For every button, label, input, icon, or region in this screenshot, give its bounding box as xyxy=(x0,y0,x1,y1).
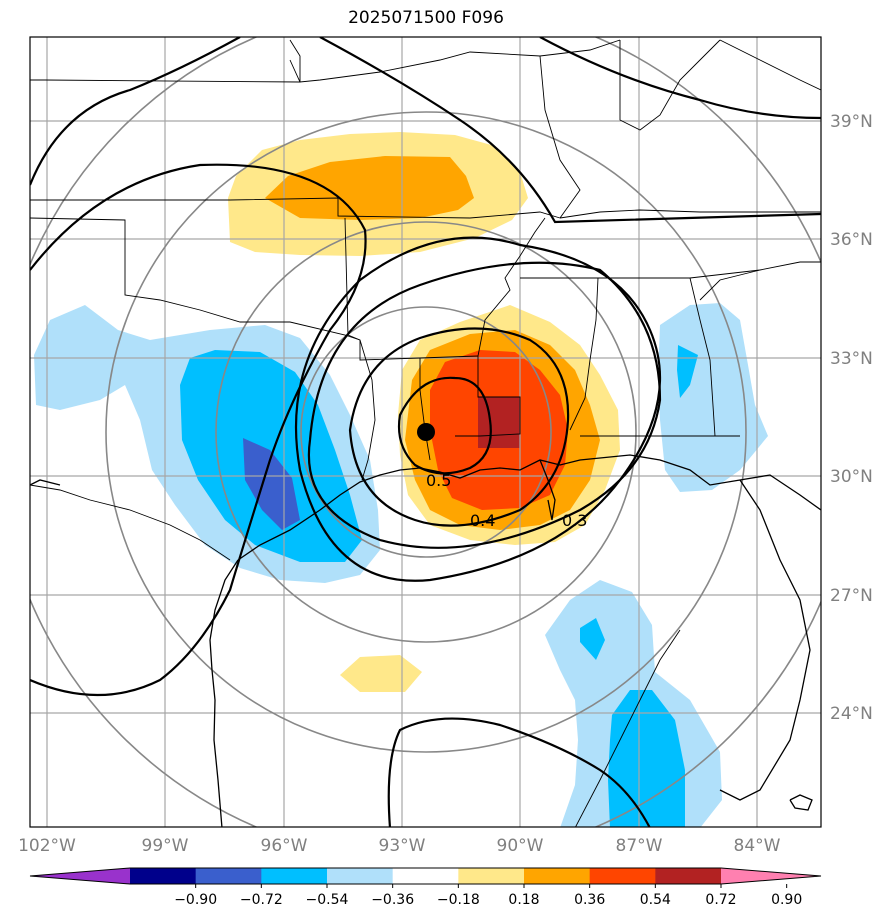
lon-label-90w: 90°W xyxy=(497,836,544,856)
colorbar-tick-label: 0.90 xyxy=(771,892,802,908)
lat-label-36n: 36°N xyxy=(830,230,873,250)
colorbar-extend-high xyxy=(721,868,821,884)
colorbar-segment xyxy=(261,868,328,884)
contour-west-trough xyxy=(30,163,367,697)
lat-label-24n: 24°N xyxy=(830,704,873,724)
political-borders xyxy=(30,39,821,827)
colorbar-segment xyxy=(655,868,722,884)
graticule xyxy=(30,37,821,827)
contour-label-0.3: 0.3 xyxy=(562,511,587,530)
colorbar-tick-label: 0.54 xyxy=(640,892,671,908)
lat-label-33n: 33°N xyxy=(830,349,873,369)
map-frame xyxy=(29,36,822,828)
contour-0.5 xyxy=(397,376,492,475)
pos-anomaly-north-inner xyxy=(265,156,474,220)
contour-label-0.5: 0.5 xyxy=(426,471,451,490)
colorbar-segment xyxy=(524,868,591,884)
colorbar-segment xyxy=(589,868,656,884)
colorbar-segment xyxy=(195,868,262,884)
coastlines xyxy=(30,454,821,827)
colorbar-tick-label: −0.36 xyxy=(371,892,414,908)
colorbar-tick-label: −0.90 xyxy=(174,892,217,908)
contour-0.3 xyxy=(307,261,662,549)
filled-contours xyxy=(34,132,768,827)
colorbar-segment xyxy=(458,868,525,884)
colorbar-tick-label: −0.18 xyxy=(437,892,480,908)
lon-label-87w: 87°W xyxy=(616,836,663,856)
neg-anomaly-gulf-mid xyxy=(580,618,685,827)
contour-lines xyxy=(30,37,821,827)
contour-south xyxy=(387,717,651,827)
lon-label-102w: 102°W xyxy=(18,836,76,856)
colorbar-tick-label: −0.54 xyxy=(306,892,349,908)
pos-anomaly-center-darkred xyxy=(478,397,520,448)
colorbar-segment xyxy=(392,868,459,884)
contour-northeast xyxy=(319,37,821,224)
contour-0.4 xyxy=(348,327,570,527)
storm-center-marker xyxy=(417,423,435,441)
contour-label-0.4: 0.4 xyxy=(470,511,495,530)
contour-north-ridge xyxy=(30,37,241,186)
lat-label-27n: 27°N xyxy=(830,586,873,606)
lat-label-30n: 30°N xyxy=(830,467,873,487)
colorbar-tick-label: 0.72 xyxy=(705,892,736,908)
colorbar-tick-label: −0.72 xyxy=(240,892,283,908)
lon-label-84w: 84°W xyxy=(734,836,781,856)
pos-anomaly-gulf xyxy=(340,655,422,692)
colorbar-segment xyxy=(130,868,197,884)
contour-0.2 xyxy=(294,236,662,582)
lon-label-96w: 96°W xyxy=(261,836,308,856)
map-title: 2025071500 F096 xyxy=(348,8,504,28)
lon-label-99w: 99°W xyxy=(142,836,189,856)
colorbar-tick-label: 0.18 xyxy=(508,892,539,908)
neg-anomaly-west-inner xyxy=(243,438,300,530)
colorbar: −0.90 −0.72 −0.54 −0.36 −0.18 0.18 0.36 0.54 0.7… xyxy=(29,867,822,908)
neg-anomaly-east-outer xyxy=(658,303,768,492)
colorbar-outline xyxy=(29,867,822,885)
colorbar-extend-low xyxy=(30,868,130,884)
contour-top-right xyxy=(539,37,821,120)
lat-label-39n: 39°N xyxy=(830,112,873,132)
lon-label-93w: 93°W xyxy=(379,836,426,856)
range-rings xyxy=(30,37,821,827)
colorbar-segment xyxy=(327,868,394,884)
colorbar-tick-label: 0.36 xyxy=(574,892,605,908)
